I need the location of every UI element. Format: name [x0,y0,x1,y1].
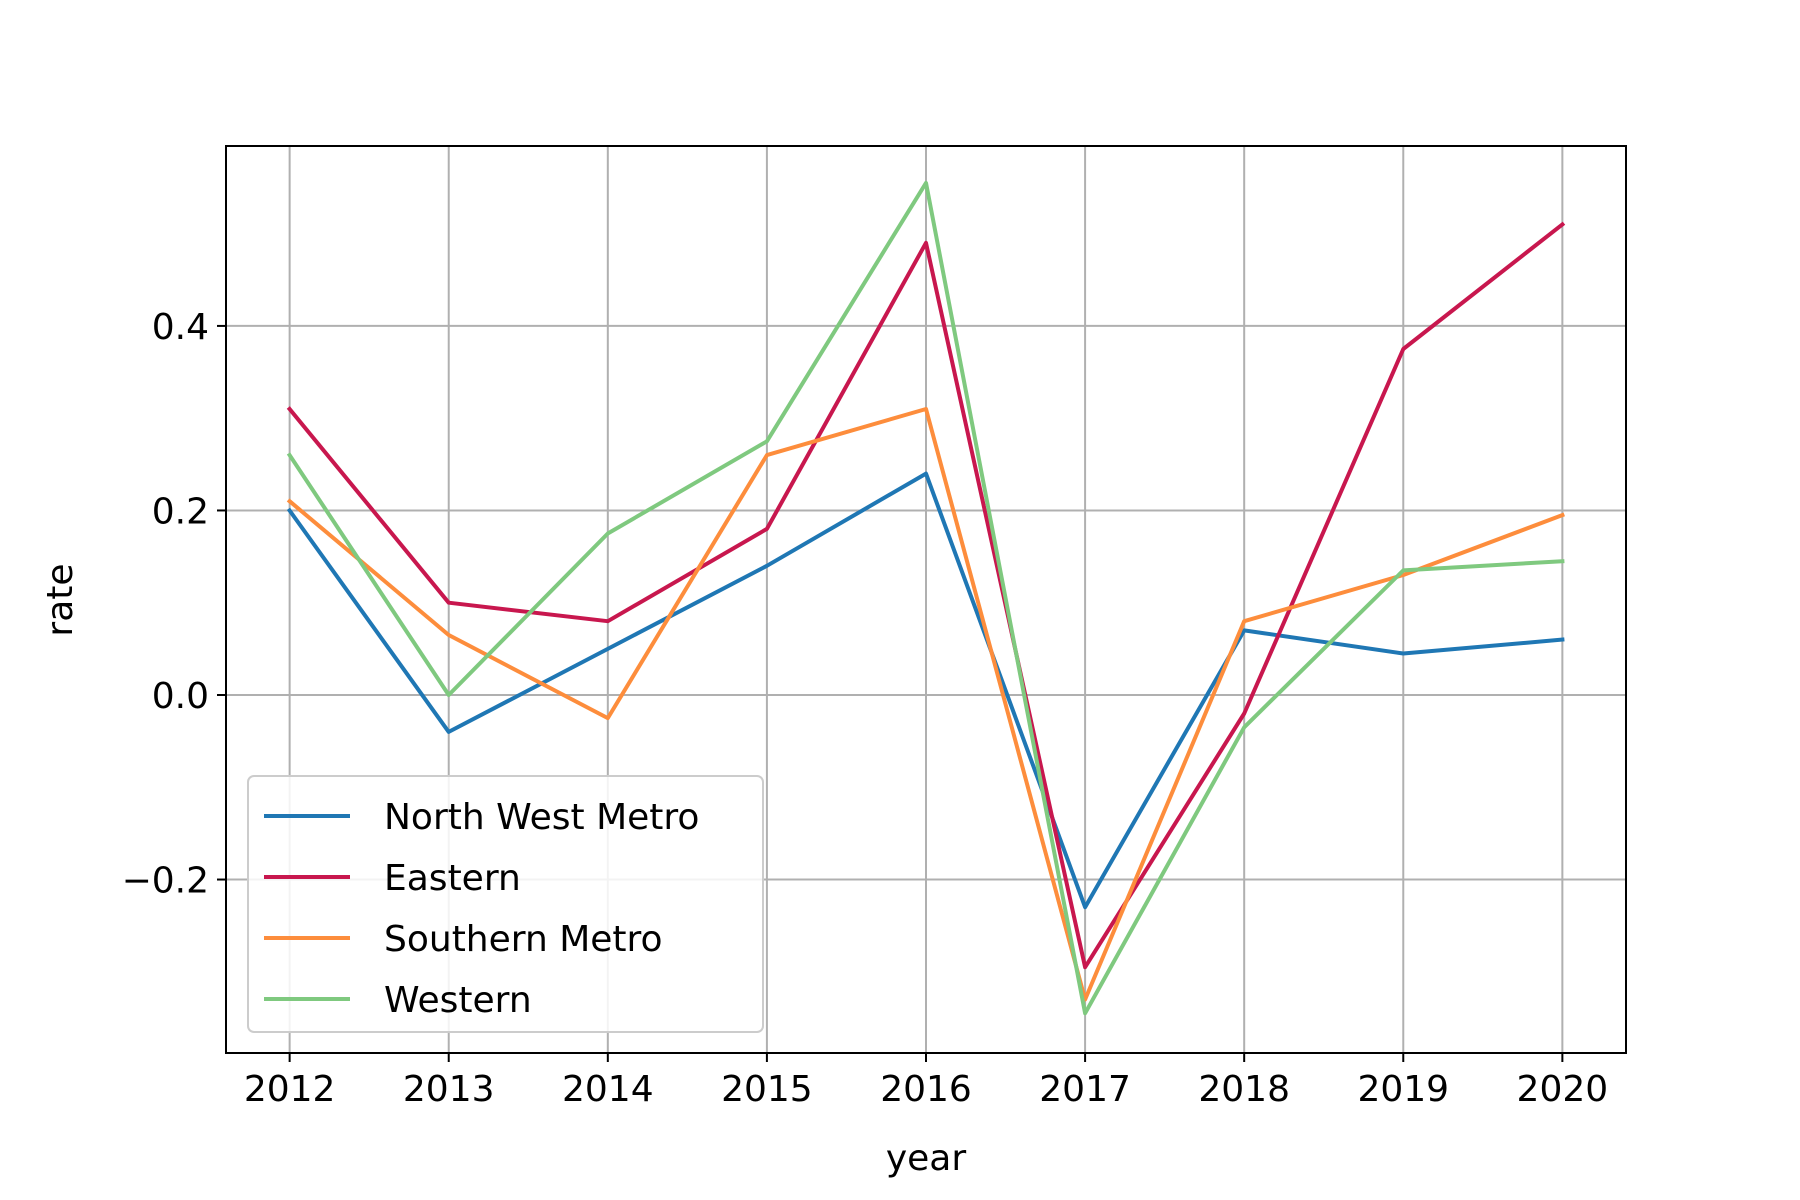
series-line-western [286,180,1565,1016]
x-tick-label: 2016 [880,1069,972,1110]
y-tick-label: −0.2 [122,861,209,902]
axis-ticks: 2012 2013 2014 2015 2016 2017 2018 2019 2020 −0.2… [122,307,1609,1110]
x-tick-label: 2013 [403,1069,495,1110]
x-tick-label: 2017 [1039,1069,1131,1110]
y-tick-label: 0.4 [152,307,209,348]
legend-label: Western [384,980,532,1021]
y-tick-label: 0.0 [152,676,209,717]
x-tick-label: 2015 [721,1069,813,1110]
x-tick-label: 2014 [562,1069,654,1110]
series-lines [286,180,1566,1016]
legend-label: North West Metro [384,797,699,838]
x-tick-label: 2012 [244,1069,336,1110]
y-tick-label: 0.2 [152,491,209,532]
series-line-eastern [286,221,1566,970]
legend-box [247,775,764,1033]
legend-label: Eastern [384,858,521,899]
legend: North West Metro Eastern Southern Metro Wes… [247,775,764,1033]
x-tick-label: 2020 [1517,1069,1609,1110]
series-line-southern-metro [286,407,1565,1002]
grid [226,146,1626,1053]
series-line-north-west-metro [286,471,1565,910]
y-axis-label: rate [40,563,81,636]
legend-label: Southern Metro [384,919,663,960]
x-tick-label: 2019 [1357,1069,1449,1110]
x-axis-label: year [886,1138,967,1179]
x-tick-label: 2018 [1198,1069,1290,1110]
